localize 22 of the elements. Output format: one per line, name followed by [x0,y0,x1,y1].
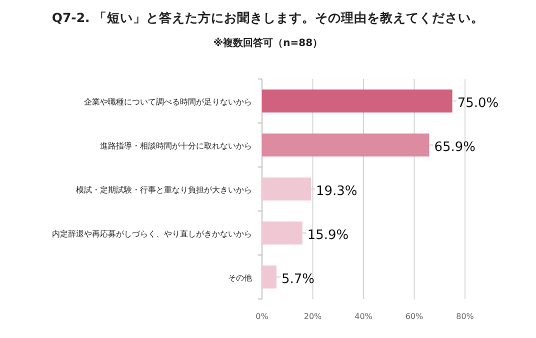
x-tick-label: 80% [456,312,474,321]
x-tick-label: 40% [354,312,373,321]
x-tick-label: 20% [304,312,322,321]
bar [262,222,302,244]
x-tick-label: 60% [405,312,424,321]
y-tick-label: 模試・定期試験・行事と重なり負担が大きいから [76,186,252,194]
bar [262,90,452,112]
data-label: 15.9% [307,228,349,243]
bar [262,178,311,200]
bar [262,266,276,288]
data-label: 5.7% [281,272,314,287]
y-tick-label: 内定辞退や再応募がしづらく、やり直しがきかないから [52,230,252,238]
data-label: 19.3% [316,184,358,199]
y-tick-label: 企業や職種について調べる時間が足りないから [84,98,252,106]
bar [262,134,430,156]
data-label: 65.9% [434,140,476,155]
chart-title: Q7-2. 「短い」と答えた方にお聞きします。その理由を教えてください。 [52,10,484,25]
y-tick-label: その他 [228,274,252,282]
y-tick-label: 進路指導・相談時間が十分に取れないから [100,142,252,150]
x-tick-label: 0% [256,312,269,321]
chart-subtitle: ※複数回答可（n=88） [213,37,323,49]
data-label: 75.0% [457,96,499,111]
